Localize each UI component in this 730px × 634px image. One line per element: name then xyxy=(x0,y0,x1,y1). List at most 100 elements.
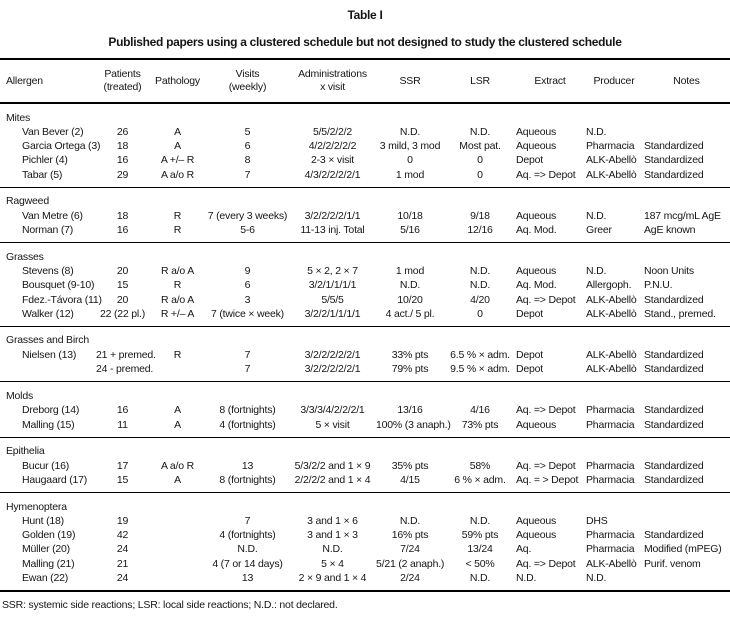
cell-lsr: 9/18 xyxy=(470,209,490,222)
cell-notes xyxy=(643,514,730,528)
cell-visits: 6 xyxy=(244,140,251,153)
cell-pathology: R +/– A xyxy=(160,307,195,320)
cell-notes: Standardized xyxy=(644,529,704,542)
cell-producer: ALK-Abellò xyxy=(586,348,637,361)
cell-extract: Depot xyxy=(516,307,544,320)
cell-producer: Greer xyxy=(586,224,612,237)
cell-allergen: Hunt (18) xyxy=(22,515,64,528)
table-row: Nielsen (13) 21 + premed. R 7 3/2/2/2/2/2/1 3… xyxy=(0,348,730,362)
cell-allergen: Ewan (22) xyxy=(22,571,69,584)
cell-extract: Aqueous xyxy=(516,515,557,528)
cell-producer: Pharmacia xyxy=(586,140,635,153)
cell-ssr: 4/15 xyxy=(400,473,420,486)
cell-extract: Aq. Mod. xyxy=(516,279,557,292)
cell-allergen: Malling (21) xyxy=(22,557,75,570)
cell-notes: Purif. venom xyxy=(644,557,701,570)
cell-visits: 8 xyxy=(244,154,251,167)
cell-ssr: 2/24 xyxy=(400,571,420,584)
cell-notes: P.N.U. xyxy=(644,279,673,292)
cell-administrations: 3/3/3/4/2/2/2/1 xyxy=(300,404,365,417)
table-row: Garcia Ortega (3) 18 A 6 4/2/2/2/2/2 3 mild, … xyxy=(0,139,730,153)
cell-lsr: 73% pts xyxy=(461,418,499,431)
cell-ssr: 10/18 xyxy=(397,209,423,222)
table-row: Malling (15) 11 A 4 (fortnights) 5 × visit 10… xyxy=(0,417,730,437)
cell-lsr: 0 xyxy=(477,307,483,320)
cell-administrations: 11-13 inj. Total xyxy=(300,224,365,237)
cell-visits: 5-6 xyxy=(240,224,255,237)
cell-allergen: Nielsen (13) xyxy=(22,348,77,361)
section-label-row: Grasses and Birch xyxy=(0,326,730,348)
cell-visits: 7 (every 3 weeks) xyxy=(207,209,288,222)
table-row: Fdez.-Távora (11) 20 R a/o A 3 5/5/5 10/20 4/2… xyxy=(0,293,730,307)
cell-producer: Pharmacia xyxy=(586,529,635,542)
cell-patients: 20 xyxy=(116,293,129,306)
cell-allergen: Norman (7) xyxy=(22,224,74,237)
cell-ssr: 5/21 (2 anaph.) xyxy=(376,557,445,570)
table-row: Van Bever (2) 26 A 5 5/5/2/2/2 N.D. N.D. Aqueou… xyxy=(0,125,730,139)
column-header-patients: Patients (treated) xyxy=(103,68,142,93)
cell-notes xyxy=(643,125,730,139)
cell-ssr: 0 xyxy=(407,154,413,167)
section-label-row: Molds xyxy=(0,382,730,404)
cell-producer: ALK-Abellò xyxy=(586,363,637,376)
cell-visits: 4 (7 or 14 days) xyxy=(212,557,283,570)
cell-patients: 42 xyxy=(116,529,129,542)
cell-administrations: 4/2/2/2/2/2 xyxy=(308,140,357,153)
column-header-lsr: LSR xyxy=(470,74,490,87)
cell-extract: Aq. => Depot xyxy=(516,557,576,570)
section-label: Mites xyxy=(6,111,31,124)
cell-producer: Pharmacia xyxy=(586,543,635,556)
cell-allergen: Tabar (5) xyxy=(22,168,63,181)
cell-lsr: 6 % × adm. xyxy=(454,473,506,486)
cell-pathology: A xyxy=(174,418,181,431)
cell-visits: 8 (fortnights) xyxy=(219,473,276,486)
cell-allergen xyxy=(0,362,95,382)
cell-producer: DHS xyxy=(586,515,608,528)
clustered-schedule-table: Allergen Patients (treated) Pathology Visits… xyxy=(0,58,730,592)
cell-pathology xyxy=(150,571,205,591)
cell-lsr: 0 xyxy=(477,168,483,181)
cell-extract: Aq. => Depot xyxy=(516,404,576,417)
cell-visits: 7 xyxy=(244,515,251,528)
cell-administrations: 5/5/5 xyxy=(321,293,344,306)
cell-producer: Pharmacia xyxy=(586,473,635,486)
cell-producer: N.D. xyxy=(586,265,607,278)
cell-administrations: 3/2/2/1/1/1/1 xyxy=(304,307,361,320)
cell-patients: 15 xyxy=(116,279,129,292)
table-row: Bousquet (9-10) 15 R 6 3/2/1/1/1/1 N.D. N.D. Aq… xyxy=(0,278,730,292)
cell-allergen: Bousquet (9-10) xyxy=(22,279,95,292)
cell-pathology xyxy=(150,542,205,556)
section-label: Ragweed xyxy=(6,195,49,208)
cell-allergen: Malling (15) xyxy=(22,418,75,431)
cell-extract: Aq. => Depot xyxy=(516,168,576,181)
cell-lsr: Most pat. xyxy=(459,140,501,153)
section-molds: Molds Dreborg (14) 16 A 8 (fortnights) 3/3/3/… xyxy=(0,381,730,437)
table-row: Müller (20) 24 N.D. N.D. 7/24 13/24 Aq. Pharmac… xyxy=(0,542,730,556)
cell-notes: AgE known xyxy=(644,224,696,237)
cell-producer: ALK-Abellò xyxy=(586,154,637,167)
cell-pathology: A a/o R xyxy=(160,168,195,181)
cell-extract: Aqueous xyxy=(516,265,557,278)
table-row: Norman (7) 16 R 5-6 11-13 inj. Total 5/16 12/1… xyxy=(0,223,730,243)
cell-allergen: Golden (19) xyxy=(22,529,76,542)
cell-lsr: 9.5 % × adm. xyxy=(450,363,510,376)
cell-visits: 9 xyxy=(244,265,251,278)
table-row: Golden (19) 42 4 (fortnights) 3 and 1 × 3 16… xyxy=(0,528,730,542)
cell-visits: 13 xyxy=(241,571,254,584)
cell-ssr: N.D. xyxy=(399,515,421,528)
cell-visits: 8 (fortnights) xyxy=(219,404,276,417)
cell-patients: 17 xyxy=(116,459,129,472)
cell-producer: Pharmacia xyxy=(586,404,635,417)
cell-producer: N.D. xyxy=(586,209,607,222)
cell-pathology: R a/o A xyxy=(160,265,195,278)
cell-pathology xyxy=(150,528,205,542)
cell-administrations: 5 × 2, 2 × 7 xyxy=(307,265,358,278)
table-row: Dreborg (14) 16 A 8 (fortnights) 3/3/3/4/2/2… xyxy=(0,403,730,417)
cell-administrations: 2 × 9 and 1 × 4 xyxy=(298,571,367,584)
cell-producer: Pharmacia xyxy=(586,459,635,472)
cell-extract: Depot xyxy=(516,154,544,167)
cell-pathology: R xyxy=(173,348,182,361)
table-row: Tabar (5) 29 A a/o R 7 4/3/2/2/2/2/1 1 mod 0 Aq… xyxy=(0,168,730,188)
cell-pathology: R xyxy=(173,209,182,222)
cell-administrations: 3/2/2/2/2/2/1 xyxy=(304,348,361,361)
